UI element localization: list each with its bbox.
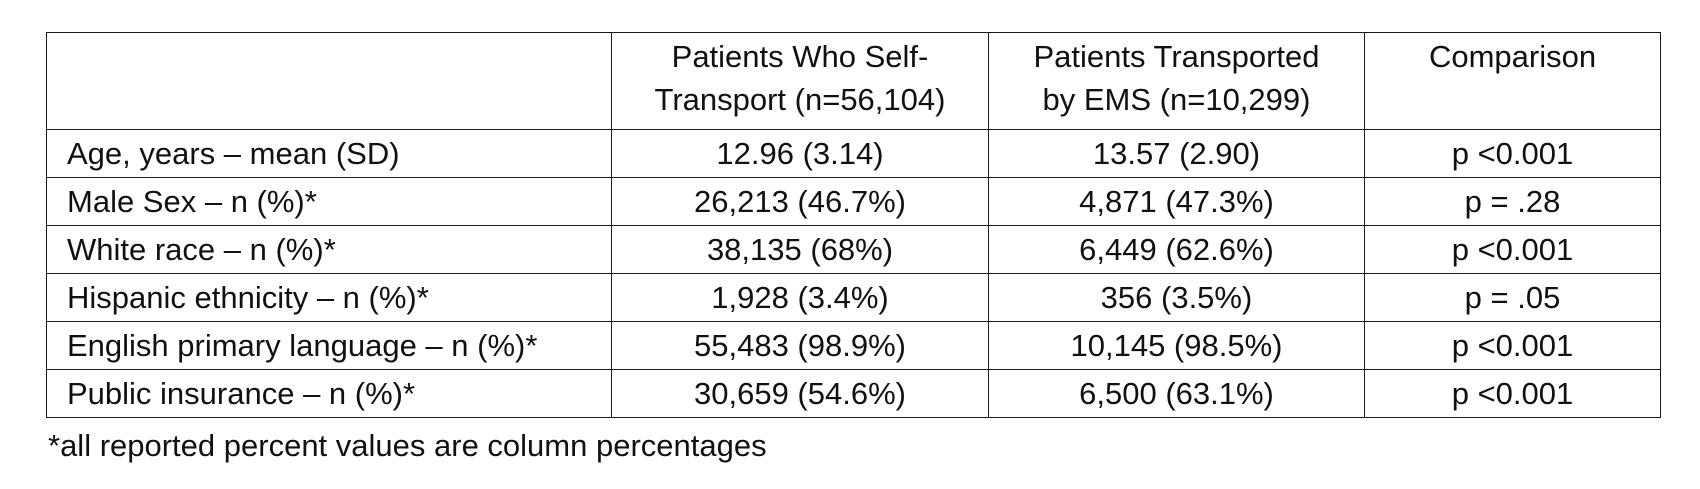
demographics-table: Patients Who Self- Transport (n=56,104) …	[46, 32, 1661, 418]
comparison-value: p <0.001	[1364, 129, 1661, 178]
header-self-transport-line-2: Transport (n=56,104)	[654, 82, 946, 117]
header-self-transport-line-1: Patients Who Self-	[671, 39, 929, 74]
comparison-value: p <0.001	[1364, 369, 1661, 418]
ems-value: 6,449 (62.6%)	[988, 225, 1365, 274]
comparison-value: p <0.001	[1364, 321, 1661, 370]
header-empty-cell	[46, 32, 612, 130]
row-label: Male Sex – n (%)*	[46, 177, 612, 226]
header-comparison: Comparison	[1364, 32, 1661, 130]
table-body: Age, years – mean (SD) 12.96 (3.14) 13.5…	[46, 129, 1661, 418]
self-transport-value: 26,213 (46.7%)	[611, 177, 989, 226]
ems-value: 10,145 (98.5%)	[988, 321, 1365, 370]
self-transport-value: 1,928 (3.4%)	[611, 273, 989, 322]
footnote: *all reported percent values are column …	[48, 428, 767, 463]
table-row: Male Sex – n (%)* 26,213 (46.7%) 4,871 (…	[46, 177, 1661, 226]
header-row: Patients Who Self- Transport (n=56,104) …	[46, 32, 1661, 130]
self-transport-value: 12.96 (3.14)	[611, 129, 989, 178]
table-row: White race – n (%)* 38,135 (68%) 6,449 (…	[46, 225, 1661, 274]
document: Patients Who Self- Transport (n=56,104) …	[46, 32, 1661, 467]
ems-value: 356 (3.5%)	[988, 273, 1365, 322]
row-label: White race – n (%)*	[46, 225, 612, 274]
header-self-transport: Patients Who Self- Transport (n=56,104)	[611, 32, 989, 130]
self-transport-value: 38,135 (68%)	[611, 225, 989, 274]
header-ems-line-1: Patients Transported	[1033, 39, 1320, 74]
header-ems: Patients Transported by EMS (n=10,299)	[988, 32, 1365, 130]
table-row: Age, years – mean (SD) 12.96 (3.14) 13.5…	[46, 129, 1661, 178]
table-row: English primary language – n (%)* 55,483…	[46, 321, 1661, 370]
row-label: Public insurance – n (%)*	[46, 369, 612, 418]
self-transport-value: 30,659 (54.6%)	[611, 369, 989, 418]
header-ems-line-2: by EMS (n=10,299)	[1042, 82, 1311, 117]
comparison-value: p <0.001	[1364, 225, 1661, 274]
table-row: Public insurance – n (%)* 30,659 (54.6%)…	[46, 369, 1661, 418]
ems-value: 6,500 (63.1%)	[988, 369, 1365, 418]
row-label: Hispanic ethnicity – n (%)*	[46, 273, 612, 322]
row-label: English primary language – n (%)*	[46, 321, 612, 370]
table-header: Patients Who Self- Transport (n=56,104) …	[46, 32, 1661, 130]
table-row: Hispanic ethnicity – n (%)* 1,928 (3.4%)…	[46, 273, 1661, 322]
self-transport-value: 55,483 (98.9%)	[611, 321, 989, 370]
comparison-value: p = .05	[1364, 273, 1661, 322]
ems-value: 13.57 (2.90)	[988, 129, 1365, 178]
comparison-value: p = .28	[1364, 177, 1661, 226]
row-label: Age, years – mean (SD)	[46, 129, 612, 178]
ems-value: 4,871 (47.3%)	[988, 177, 1365, 226]
